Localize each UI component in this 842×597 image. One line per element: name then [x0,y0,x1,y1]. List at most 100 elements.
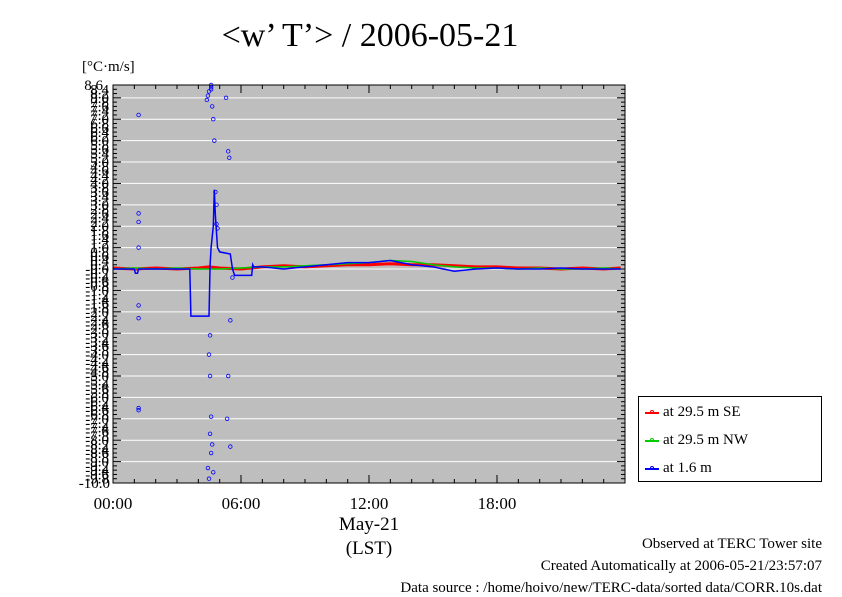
legend-item-se: at 29.5 m SE [645,403,741,421]
y-tick-label: 8.0 [90,91,109,107]
y-tick-label: 0.2 [90,258,109,274]
y-tick-label: -6.0 [85,390,109,406]
y-tick-label: -2.0 [85,305,109,321]
series-group [112,82,621,481]
x-axis-tick-labels: 00:00 06:00 12:00 18:00 [94,494,517,513]
plot-frame [112,84,626,484]
y-tick-label: -2.2 [85,309,109,325]
data-point [208,87,214,92]
data-point [136,405,141,411]
y-tick-label: 5.0 [90,155,109,171]
footer-site: Observed at TERC Tower site [641,536,822,552]
footer-source: Data source : /home/hoivo/new/TERC-data/… [400,580,822,596]
y-tick-label: -8.6 [85,446,109,462]
data-point [136,245,141,250]
y-tick-label-min: -10.0 [79,476,110,492]
data-point [209,442,215,447]
y-tick-label: 5.6 [90,142,109,158]
x-axis-label: May-21 [339,514,399,535]
data-point [206,476,212,481]
y-tick-label: -5.4 [85,378,109,394]
y-axis-ticks-right [617,84,625,484]
data-point [224,416,230,422]
y-tick-label: -3.2 [85,330,109,346]
data-point [205,465,211,471]
y-tick-label: 0.8 [90,245,109,261]
y-tick-label: 3.4 [90,189,109,205]
data-point [230,275,235,280]
y-tick-label: -5.0 [85,369,109,385]
y-tick-label: 3.6 [90,185,109,201]
data-point [207,373,213,379]
legend-label-nw: at 29.5 m NW [663,432,748,448]
y-tick-label: -0.2 [85,266,109,282]
data-point [227,155,232,160]
y-tick-label: 4.4 [90,168,109,184]
y-tick-label: -7.2 [85,416,109,432]
data-point [225,373,231,379]
y-tick-label: -2.6 [85,318,109,334]
data-point [204,97,210,103]
y-tick-label: -9.2 [85,459,109,475]
y-tick-label: 2.4 [90,211,109,227]
y-tick-label: 8.4 [90,82,109,98]
y-axis-label: [°C·m/s] [82,59,135,75]
y-tick-label: -9.8 [85,472,109,488]
y-tick-label: -5.6 [85,382,109,398]
legend-label-se: at 29.5 m SE [663,404,741,420]
y-tick-label: 6.4 [90,125,109,141]
y-tick-label: 1.2 [90,236,109,252]
y-tick-label: 2.6 [90,206,109,222]
y-tick-label: 4.2 [90,172,109,188]
y-tick-label: -3.0 [85,326,109,342]
legend-item-1-6m: at 1.6 m [645,459,712,477]
y-tick-label: -3.8 [85,343,109,359]
y-tick-label: -7.8 [85,429,109,445]
y-tick-label: -9.4 [85,463,109,479]
y-tick-label-max: 8.6 [84,78,103,94]
y-tick-label: 6.0 [90,134,109,150]
legend: at 29.5 m SE at 29.5 m NW at 1.6 m [638,396,822,482]
x-axis-unit-label: (LST) [346,538,392,559]
data-point [225,149,231,154]
data-point [206,352,212,357]
data-point [207,333,213,338]
y-tick-label: 6.2 [90,129,109,145]
y-tick-label: -4.4 [85,356,109,372]
data-point [211,470,216,475]
data-point [228,444,233,449]
x-tick-label: 18:00 [478,494,517,513]
y-tick-label: 1.0 [90,241,109,257]
y-tick-label: -9.6 [85,467,109,483]
y-tick-label: 6.6 [90,121,109,137]
y-tick-label: 1.4 [90,232,109,248]
y-tick-label: -9.0 [85,455,109,471]
y-tick-label: -6.4 [85,399,109,415]
y-tick-label: -5.8 [85,386,109,402]
data-point [214,202,219,208]
y-tick-label: -7.0 [85,412,109,428]
y-tick-label: 7.4 [90,104,109,120]
x-tick-label: 06:00 [222,494,261,513]
data-point [136,316,141,321]
data-point [208,414,214,419]
chart-title: <w’ T’> / 2006-05-21 [222,17,519,54]
legend-swatch-1-6m [645,465,659,470]
y-tick-label: 5.2 [90,151,109,167]
y-tick-label: 4.0 [90,176,109,192]
y-tick-label: 4.8 [90,159,109,175]
y-tick-label: 5.8 [90,138,109,154]
data-point [223,95,229,101]
y-tick-label: -6.8 [85,408,109,424]
y-tick-label: 2.2 [90,215,109,231]
y-tick-label: 0.4 [90,253,109,269]
y-tick-label: -1.6 [85,296,109,312]
y-tick-label: -3.4 [85,335,109,351]
y-tick-label: -8.0 [85,433,109,449]
y-tick-label: -4.0 [85,348,109,364]
y-tick-label: -4.8 [85,365,109,381]
y-tick-label: -6.6 [85,403,109,419]
y-tick-label: -0.4 [85,271,109,287]
y-tick-label: 8.2 [90,87,109,103]
